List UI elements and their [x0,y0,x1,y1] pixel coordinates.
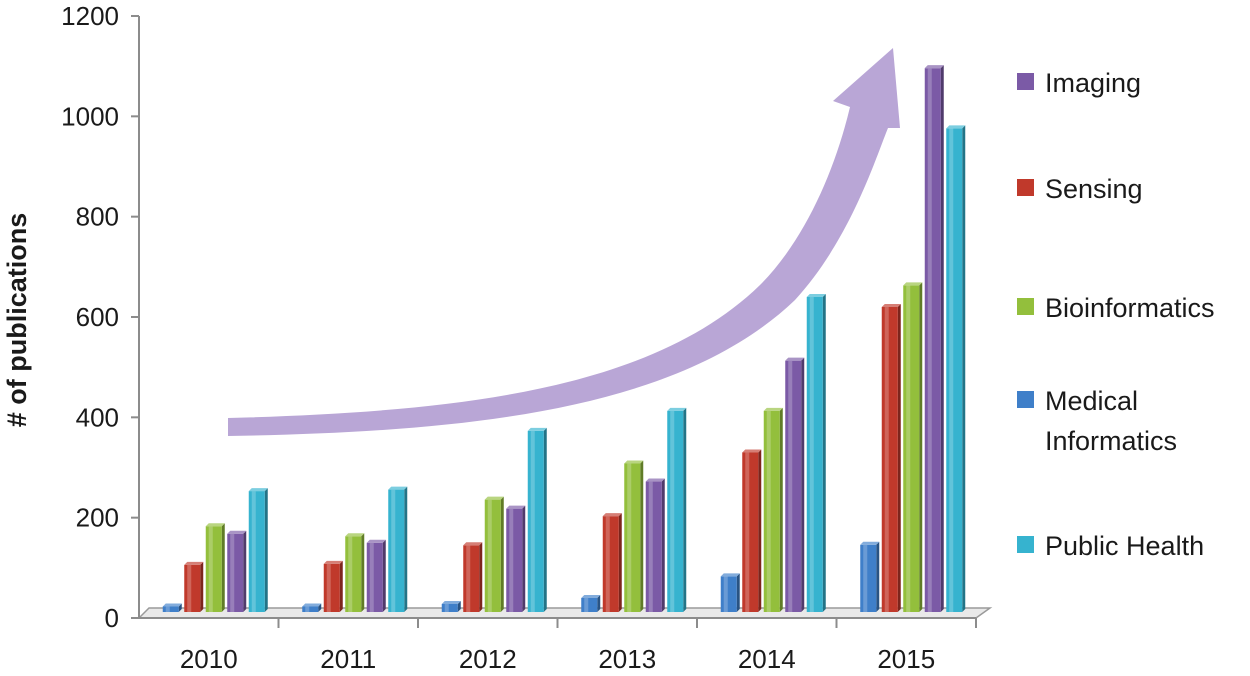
y-tick-label: 0 [105,603,119,633]
x-tick-label: 2012 [459,644,517,674]
legend-item: Bioinformatics [1017,293,1215,323]
bar [763,407,783,612]
legend-label: Medical Informatics [1045,386,1177,456]
x-tick-label: 2014 [738,644,796,674]
legend-swatch [1017,536,1034,553]
bar [184,561,204,612]
bar [742,449,762,612]
bar [624,460,644,612]
x-tick-label: 2015 [877,644,935,674]
y-tick-label: 600 [76,302,119,332]
bar [924,65,944,613]
bar [645,478,665,612]
bar [785,357,805,612]
y-tick-label: 200 [76,503,119,533]
x-tick-label: 2013 [598,644,656,674]
legend-swatch [1017,179,1034,196]
trend-arrow [228,48,900,436]
y-tick-label: 1000 [61,101,119,131]
bar [903,282,923,612]
bars [162,65,966,613]
legend-swatch [1017,298,1034,315]
bar [581,594,601,612]
legend-label: Sensing [1045,174,1143,204]
y-tick-label: 1200 [61,1,119,31]
legend-item: Medical Informatics [1017,386,1177,456]
x-tick-label: 2011 [320,644,376,674]
bar [720,573,740,612]
legend-label: Imaging [1045,68,1141,98]
legend-swatch [1017,73,1034,90]
legend-item: Imaging [1017,68,1141,98]
bar [323,560,343,612]
legend: Imaging Sensing Bioinformatics Medical Infor… [1017,68,1215,561]
bar [162,603,182,612]
bar [345,533,365,612]
legend-item: Public Health [1017,531,1204,561]
bar [388,486,408,612]
bar [248,488,268,612]
y-tick-label: 400 [76,402,119,432]
legend-label: Public Health [1045,531,1204,561]
bar [667,407,687,612]
bar [506,505,526,612]
bar [527,427,547,612]
bar [205,523,225,612]
y-tick-label: 800 [76,202,119,232]
bar [806,293,826,612]
y-axis-label: # of publications [2,213,32,428]
bar [441,600,461,612]
bar [302,603,322,612]
legend-item: Sensing [1017,174,1143,204]
x-tick-label: 2010 [180,644,238,674]
bar [602,513,622,612]
bar [881,303,901,612]
bar [227,530,247,612]
legend-swatch [1017,391,1034,408]
legend-label: Bioinformatics [1045,293,1215,323]
bar [484,496,504,612]
bar [946,125,966,613]
bar [366,539,386,612]
bar [463,542,483,612]
bar [860,541,880,612]
